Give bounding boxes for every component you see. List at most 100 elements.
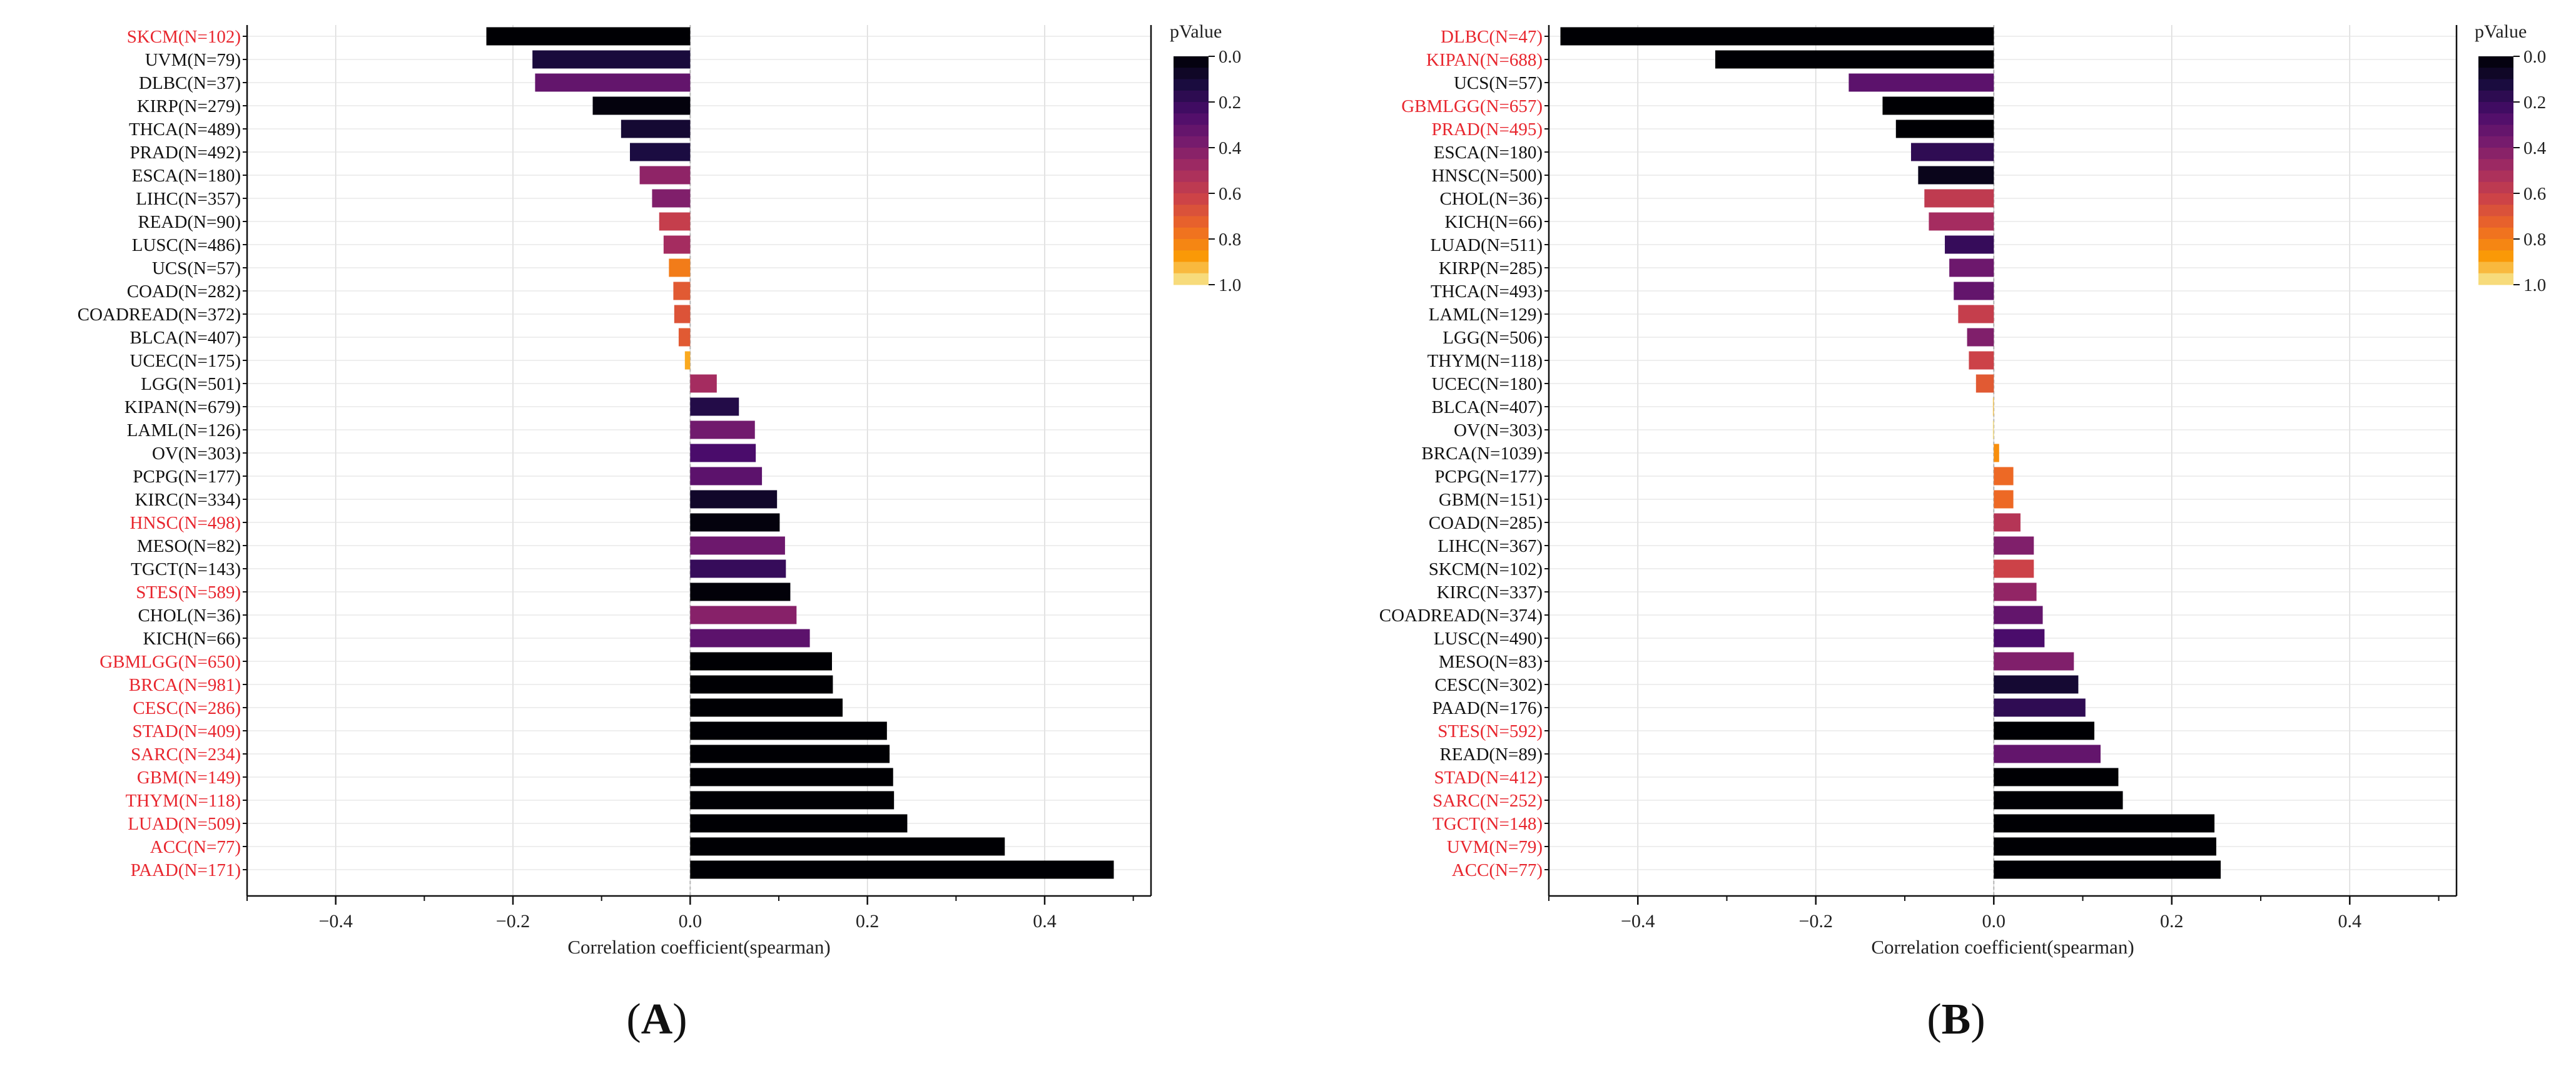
category-label: LIHC(N=367) <box>1438 536 1543 556</box>
category-label: OV(N=303) <box>1454 420 1543 440</box>
colorbar-segment <box>2478 170 2513 183</box>
bar <box>684 351 691 370</box>
bar <box>1994 467 2014 486</box>
colorbar: pValue 0.0 0.2 0.4 0.6 0.8 1.0 <box>2475 21 2547 295</box>
category-label: LUAD(N=511) <box>1430 235 1543 255</box>
colorbar-segment <box>2478 239 2513 251</box>
category-label: KICH(N=66) <box>1445 212 1543 232</box>
category-label: LUAD(N=509) <box>128 814 241 834</box>
colorbar-segment <box>1174 90 1209 103</box>
bar <box>1975 374 1994 393</box>
colorbar-segment <box>2478 136 2513 148</box>
bar <box>1994 860 2221 879</box>
category-label: GBMLGG(N=650) <box>99 652 241 672</box>
category-label: STES(N=592) <box>1438 721 1543 741</box>
bar <box>690 837 1005 856</box>
category-label: UCS(N=57) <box>152 258 241 278</box>
category-label: LGG(N=506) <box>1443 328 1543 348</box>
colorbar-segment <box>2478 159 2513 171</box>
bar <box>690 559 786 578</box>
bar <box>690 721 887 740</box>
category-label: UCEC(N=180) <box>1432 374 1543 394</box>
category-label: THYM(N=118) <box>126 791 241 811</box>
bar <box>1994 814 2215 833</box>
bar <box>1958 305 1994 323</box>
category-label: KIPAN(N=688) <box>1426 50 1543 70</box>
category-label: ACC(N=77) <box>150 837 241 857</box>
colorbar-segment <box>1174 170 1209 183</box>
bar <box>1992 397 1994 416</box>
colorbar-segment <box>1174 239 1209 251</box>
colorbar-segment <box>1174 227 1209 240</box>
colorbar-segment <box>2478 216 2513 228</box>
category-label: STAD(N=409) <box>132 721 241 741</box>
category-label: CESC(N=302) <box>1434 675 1543 695</box>
colorbar-segment <box>1174 205 1209 216</box>
bar <box>690 513 780 532</box>
bar <box>1910 143 1994 161</box>
chart-panel-B: DLBC(N=47) KIPAN(N=688) UCS(N=57) GBMLGG(N=… <box>1379 21 2547 1044</box>
category-label: COAD(N=285) <box>1429 513 1543 533</box>
category-label: LIHC(N=357) <box>136 189 241 209</box>
category-label: DLBC(N=47) <box>1441 27 1543 47</box>
bar <box>669 258 691 277</box>
category-label: OV(N=303) <box>152 444 241 464</box>
bar <box>639 166 691 185</box>
colorbar-segment <box>2478 125 2513 137</box>
bar <box>690 629 810 648</box>
colorbar-segment <box>1174 125 1209 137</box>
colorbar-segment <box>1174 181 1209 194</box>
category-label: PAAD(N=171) <box>131 860 241 880</box>
bar <box>690 745 890 763</box>
x-tick-label: 0.2 <box>2160 911 2184 932</box>
colorbar-tick-label: 0.0 <box>2523 47 2546 67</box>
bar <box>1918 166 1994 185</box>
bar <box>1895 120 1994 138</box>
x-tick-label: 0.0 <box>679 911 702 932</box>
category-label: BRCA(N=981) <box>129 675 241 695</box>
category-label: KIRP(N=279) <box>137 96 241 116</box>
bar <box>1924 189 1994 208</box>
colorbar-segment <box>1174 262 1209 274</box>
category-label: READ(N=90) <box>138 212 241 232</box>
chart-panel-A: SKCM(N=102) UVM(N=79) DLBC(N=37) KIRP(N=279… <box>78 21 1242 1044</box>
bar <box>690 860 1114 879</box>
colorbar: pValue 0.0 0.2 0.4 0.6 0.8 1.0 <box>1170 21 1242 295</box>
bar <box>690 444 756 462</box>
category-label: PCPG(N=177) <box>133 467 241 487</box>
bar <box>1994 559 2034 578</box>
colorbar-tick-label: 0.8 <box>2523 230 2546 250</box>
category-label: CHOL(N=36) <box>138 606 241 626</box>
bar <box>659 212 691 231</box>
bar <box>690 420 755 439</box>
bar <box>690 698 843 717</box>
bar <box>678 328 691 347</box>
category-label: LAML(N=126) <box>127 420 241 440</box>
colorbar-segment <box>1174 56 1209 68</box>
category-label: SKCM(N=102) <box>127 27 241 47</box>
bar <box>486 27 691 46</box>
colorbar-title: pValue <box>2475 21 2527 42</box>
x-tick-label: 0.2 <box>856 911 880 932</box>
bar <box>1954 282 1994 300</box>
bar <box>1994 837 2216 856</box>
category-label: SKCM(N=102) <box>1429 559 1543 579</box>
colorbar-segment <box>1174 250 1209 262</box>
bar <box>1994 652 2074 671</box>
category-label: READ(N=89) <box>1439 745 1543 765</box>
panel-label-B: (B) <box>1927 995 1985 1044</box>
colorbar-segment <box>2478 205 2513 216</box>
colorbar-segment <box>2478 227 2513 240</box>
category-label: HNSC(N=498) <box>130 513 241 533</box>
category-label: KICH(N=66) <box>143 629 241 649</box>
bar <box>663 235 691 254</box>
category-label: BLCA(N=407) <box>130 328 241 348</box>
colorbar-title: pValue <box>1170 21 1222 42</box>
category-label: COAD(N=282) <box>127 282 241 302</box>
bar <box>1882 96 1994 115</box>
bar <box>690 768 893 786</box>
x-tick-label: 0.4 <box>1033 911 1057 932</box>
category-label: THCA(N=489) <box>129 120 241 140</box>
category-label: LUSC(N=486) <box>132 235 241 255</box>
